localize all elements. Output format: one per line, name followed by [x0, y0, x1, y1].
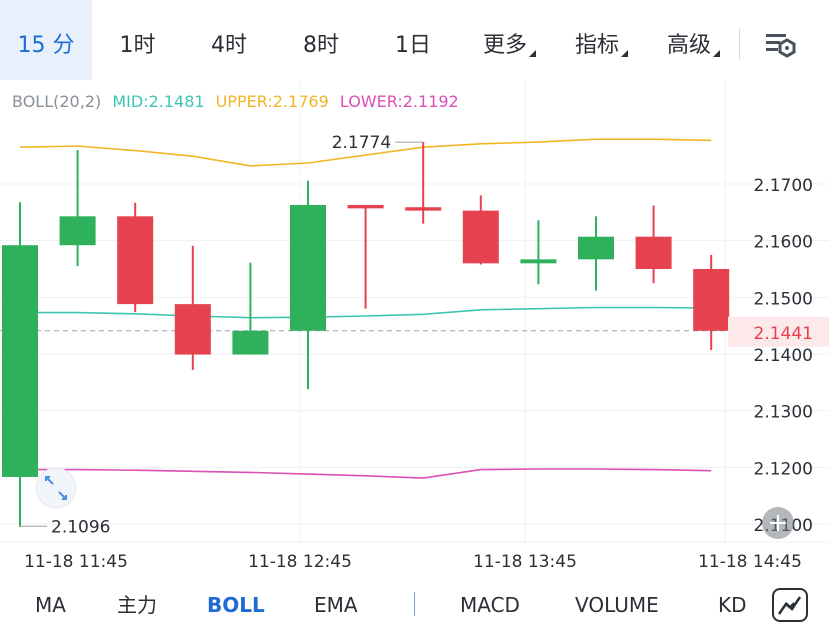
- tabs-divider: [739, 28, 740, 60]
- expand-chart-button[interactable]: [35, 467, 77, 509]
- tab-label: 15 分: [17, 33, 75, 58]
- boll-lower-line: [20, 468, 712, 479]
- boll-mid-line: [20, 306, 712, 319]
- tab-interval-5[interactable]: 更多: [459, 0, 551, 80]
- tab-interval-2[interactable]: 4时: [183, 0, 275, 80]
- indicator-tab-macd[interactable]: MACD: [460, 593, 520, 617]
- chart-settings-button[interactable]: [758, 28, 802, 64]
- tab-interval-1[interactable]: 1时: [92, 0, 183, 80]
- legend-lower: LOWER:2.1192: [339, 92, 459, 111]
- expand-button-bg: [35, 467, 77, 509]
- y-tick-label: 2.1600: [754, 233, 813, 253]
- tab-interval-6[interactable]: 指标: [551, 0, 643, 80]
- indicator-tab-ma[interactable]: MA: [35, 593, 66, 617]
- tab-label: 高级: [666, 33, 711, 58]
- candle-body: [693, 269, 730, 331]
- tab-interval-3[interactable]: 8时: [275, 0, 367, 80]
- x-tick-label: 11-18 14:45: [698, 552, 802, 572]
- dropdown-triangle-icon: [621, 50, 628, 57]
- tab-label: 1时: [119, 33, 156, 58]
- draw-line-icon: [777, 596, 802, 615]
- indicator-tabs-divider: [414, 592, 415, 616]
- dropdown-triangle-icon: [529, 50, 536, 57]
- candle-body: [2, 245, 38, 477]
- x-tick-label: 11-18 11:45: [24, 552, 128, 572]
- y-tick-label: 2.1700: [754, 176, 813, 196]
- expand-icon: [45, 476, 67, 500]
- y-tick-label: 2.1300: [754, 403, 813, 423]
- last-price-label: 2.1441: [754, 324, 813, 344]
- y-tick-label: 2.1500: [754, 289, 813, 309]
- tab-interval-0[interactable]: 15 分: [0, 0, 92, 80]
- candle-body: [290, 204, 326, 331]
- tab-interval-7[interactable]: 高级: [643, 0, 735, 80]
- tab-interval-4[interactable]: 1日: [367, 0, 459, 80]
- candlestick-chart[interactable]: 2.17002.16002.15002.14002.13002.12002.11…: [0, 0, 829, 578]
- indicator-tabs: MA 主力 BOLL EMA MACD VOLUME KD: [0, 578, 829, 631]
- settings-icon: [766, 34, 796, 58]
- y-tick-label: 2.1400: [754, 346, 813, 366]
- min-price-label: 2.1096: [51, 517, 110, 537]
- indicator-tab-volume[interactable]: VOLUME: [575, 593, 659, 617]
- candle-body: [405, 207, 442, 211]
- drawing-tool-button[interactable]: [772, 588, 808, 622]
- crosshair-button[interactable]: [762, 507, 794, 539]
- tabs-fade: [745, 578, 765, 631]
- x-tick-label: 11-18 12:45: [248, 552, 352, 572]
- last-price-badge: [728, 316, 829, 347]
- tab-label: 4时: [211, 33, 247, 58]
- candle-body: [174, 304, 211, 355]
- interval-tabs: 15 分 1时 4时 8时 1日 更多 指标 高级: [0, 0, 829, 80]
- tab-label: 指标: [574, 33, 619, 58]
- candle-body: [578, 236, 614, 260]
- tab-label: 更多: [482, 33, 527, 58]
- indicator-tab-主力[interactable]: 主力: [117, 593, 157, 617]
- legend-mid: MID:2.1481: [112, 92, 205, 111]
- max-price-label: 2.1774: [332, 133, 391, 153]
- candle-body: [347, 204, 384, 209]
- expand-icon-diag: [58, 491, 67, 500]
- tab-label: 8时: [303, 33, 339, 58]
- candle-body: [635, 236, 672, 269]
- candle-body: [520, 259, 557, 264]
- candle-body: [117, 216, 154, 305]
- indicator-tab-ema[interactable]: EMA: [314, 593, 358, 617]
- legend-boll-name: BOLL(20,2): [12, 92, 102, 111]
- boll-upper-line: [19, 138, 712, 167]
- tab-label: 1日: [395, 33, 431, 58]
- x-tick-label: 11-18 13:45: [473, 552, 577, 572]
- indicator-tab-boll[interactable]: BOLL: [207, 593, 265, 617]
- indicator-tab-kd[interactable]: KD: [718, 593, 747, 617]
- y-tick-label: 2.1200: [754, 459, 813, 479]
- candle-body: [462, 210, 499, 264]
- candle-body: [232, 330, 269, 355]
- dropdown-triangle-icon: [713, 50, 720, 57]
- candle-body: [59, 216, 96, 246]
- expand-icon-diag: [45, 476, 54, 485]
